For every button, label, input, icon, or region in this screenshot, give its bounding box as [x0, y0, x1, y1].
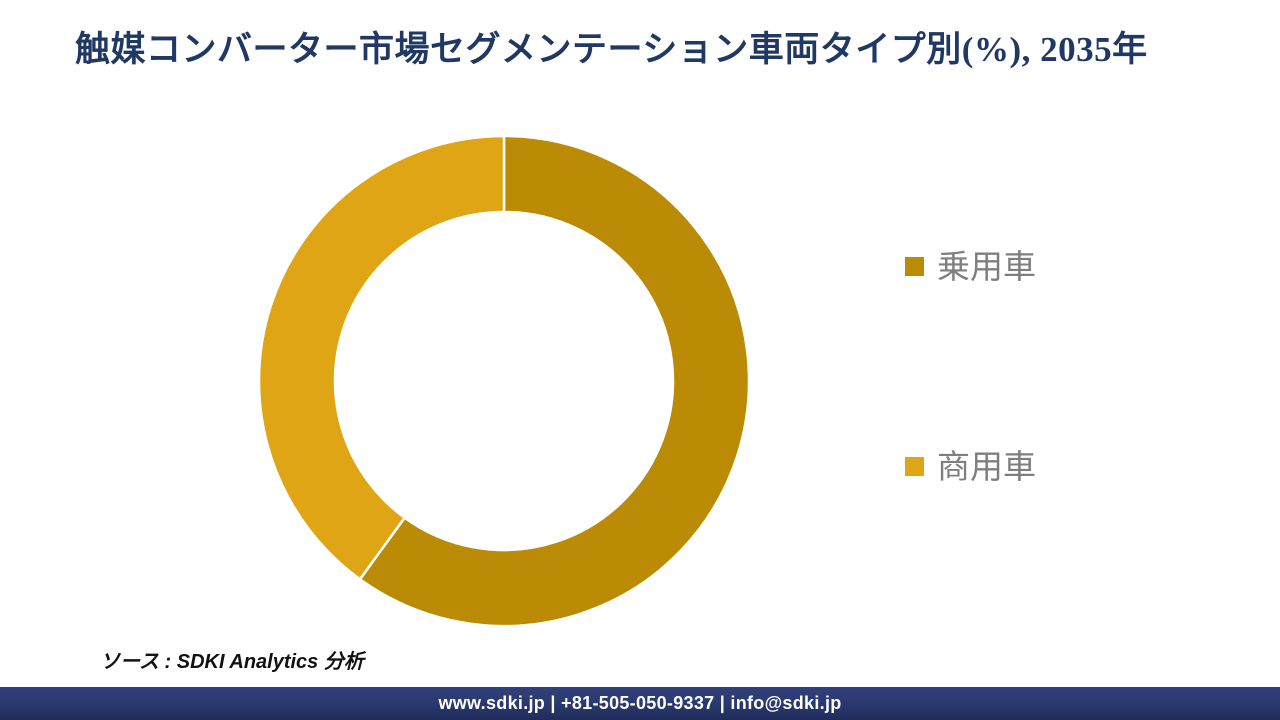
- footer-bar: www.sdki.jp | +81-505-050-9337 | info@sd…: [0, 687, 1280, 720]
- legend-item-commercial-vehicle: 商用車: [905, 450, 1036, 483]
- donut-chart: [257, 134, 751, 628]
- legend-label-commercial-vehicle: 商用車: [937, 448, 1036, 485]
- legend-swatch-commercial-vehicle: [905, 457, 924, 476]
- legend-label-passenger-car: 乗用車: [937, 248, 1036, 285]
- chart-title: 触媒コンバーター市場セグメンテーション車両タイプ別(%), 2035年: [75, 30, 1148, 69]
- donut-slice-1: [257, 134, 506, 581]
- source-note: ソース : SDKI Analytics 分析: [100, 651, 364, 673]
- legend-item-passenger-car: 乗用車: [905, 250, 1036, 283]
- legend-swatch-passenger-car: [905, 257, 924, 276]
- donut-slice-0: [358, 134, 751, 628]
- footer-contact-text: www.sdki.jp | +81-505-050-9337 | info@sd…: [438, 693, 842, 713]
- donut-chart-svg: [257, 134, 751, 628]
